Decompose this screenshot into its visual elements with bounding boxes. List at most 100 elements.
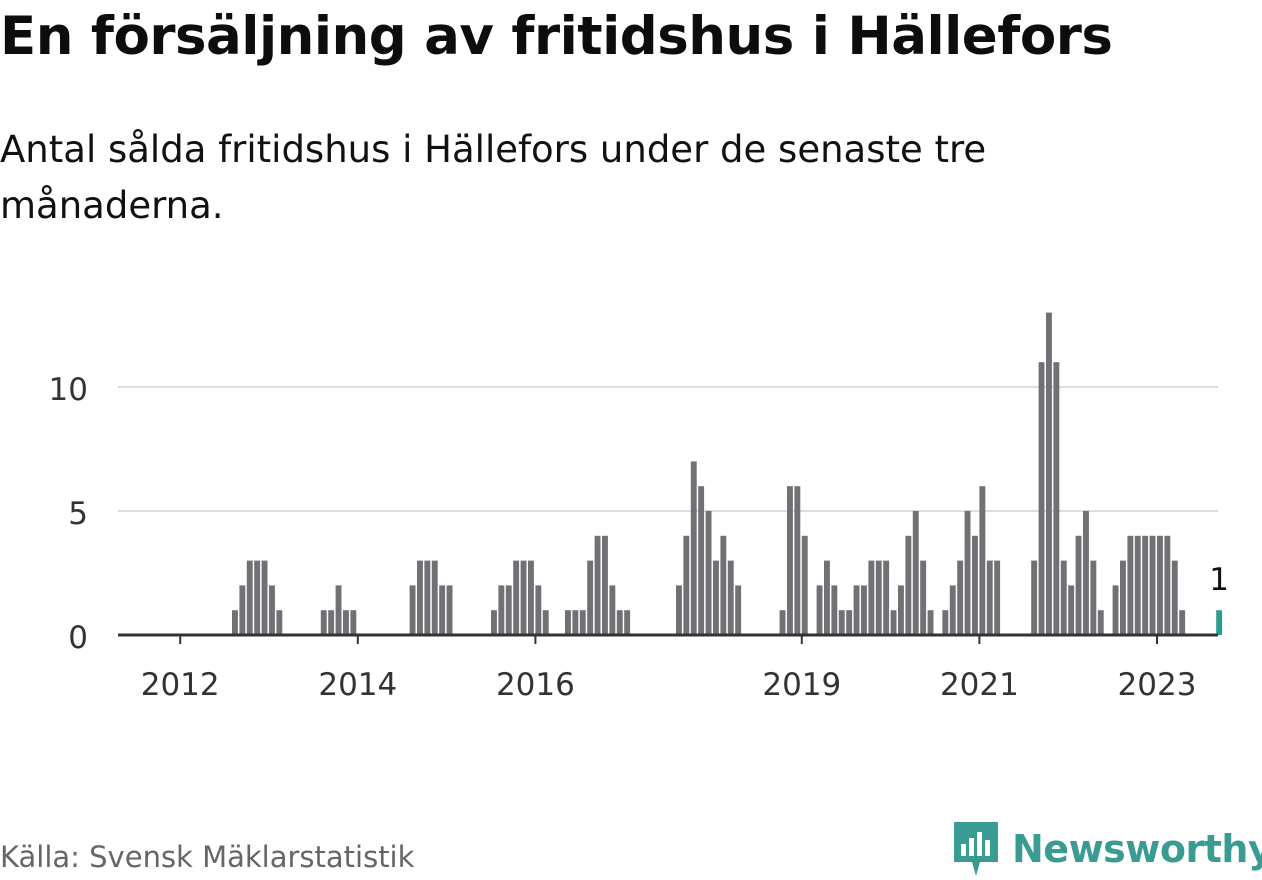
- bar: [883, 560, 890, 635]
- bar: [824, 560, 830, 635]
- bar: [1046, 312, 1052, 635]
- bar: [949, 585, 956, 635]
- bar: [491, 610, 497, 635]
- bar: [602, 535, 608, 635]
- bar: [779, 610, 786, 635]
- bar: [942, 610, 949, 635]
- bar: [594, 535, 601, 635]
- bar: [350, 610, 357, 635]
- bar: [1134, 535, 1141, 635]
- y-tick-label: 5: [68, 496, 88, 532]
- highlight-data-label: 1: [1209, 562, 1229, 598]
- bar: [579, 610, 586, 635]
- bar: [320, 610, 327, 635]
- bar: [424, 560, 431, 635]
- bar: [1075, 535, 1082, 635]
- source-note: Källa: Svensk Mäklarstatistik: [0, 840, 415, 874]
- bar: [705, 511, 712, 635]
- bar: [239, 585, 246, 635]
- bar: [831, 585, 838, 635]
- y-tick-label: 0: [68, 620, 88, 656]
- bar: [439, 585, 446, 635]
- x-tick-label: 2019: [762, 667, 841, 703]
- bar: [1142, 535, 1149, 635]
- chart-subtitle: Antal sålda fritidshus i Hällefors under…: [0, 128, 987, 227]
- bar: [964, 511, 971, 635]
- bar: [868, 560, 875, 635]
- bar: [720, 535, 727, 635]
- x-tick-label: 2023: [1118, 667, 1197, 703]
- bar: [587, 560, 594, 635]
- bar: [565, 610, 571, 635]
- bar: [898, 585, 904, 635]
- brand-name: Newsworthy: [1012, 827, 1262, 871]
- bar: [1164, 535, 1171, 635]
- bar: [816, 585, 823, 635]
- bar: [328, 610, 335, 635]
- bar: [1120, 560, 1126, 635]
- bar: [335, 585, 342, 635]
- bar: [1083, 511, 1089, 635]
- newsworthy-logo-icon: [954, 822, 998, 876]
- bar: [794, 486, 801, 635]
- bar: [431, 560, 438, 635]
- bar: [513, 560, 520, 635]
- bar: [861, 585, 867, 635]
- bar: [690, 461, 697, 635]
- bar: [542, 610, 549, 635]
- bar: [232, 610, 238, 635]
- bar: [624, 610, 631, 635]
- bar: [676, 585, 682, 635]
- x-tick-label: 2016: [496, 667, 575, 703]
- bar: [246, 560, 253, 635]
- bar: [994, 560, 1001, 635]
- bar: [1127, 535, 1134, 635]
- bar: [1097, 610, 1104, 635]
- bar: [1149, 535, 1156, 635]
- bar: [609, 585, 616, 635]
- bar: [269, 585, 275, 635]
- bar: [261, 560, 268, 635]
- bar: [409, 585, 416, 635]
- bar: [417, 560, 423, 635]
- x-tick-label: 2014: [318, 667, 397, 703]
- bar: [683, 535, 690, 635]
- bar: [713, 560, 719, 635]
- bar: [727, 560, 734, 635]
- bar: [853, 585, 860, 635]
- x-tick-label: 2012: [141, 667, 220, 703]
- bar: [520, 560, 527, 635]
- y-tick-label: 10: [49, 372, 88, 408]
- bar: [254, 560, 261, 635]
- chart-title: En försäljning av fritidshus i Hällefors: [0, 6, 1113, 67]
- bar: [972, 535, 978, 635]
- bar: [890, 610, 897, 635]
- bar: [1179, 610, 1186, 635]
- bar: [1090, 560, 1097, 635]
- bar: [498, 585, 505, 635]
- bar: [528, 560, 534, 635]
- bar: [957, 560, 964, 635]
- bar: [1112, 585, 1119, 635]
- bar: [1038, 362, 1045, 635]
- bar: [698, 486, 705, 635]
- bar: [875, 560, 882, 635]
- bar: [343, 610, 349, 635]
- bar: [1031, 560, 1038, 635]
- bar: [801, 535, 808, 635]
- bar: [735, 585, 742, 635]
- newsworthy-logo: Newsworthy: [950, 818, 1262, 880]
- bar: [787, 486, 793, 635]
- bar: [979, 486, 986, 635]
- bar: [1157, 535, 1163, 635]
- bar: [838, 610, 845, 635]
- bar: [1060, 560, 1067, 635]
- bar: [1068, 585, 1075, 635]
- bar-chart: 0 5 10 1 2012 2014 2016 2019 2021 2023: [49, 312, 1229, 703]
- bar: [905, 535, 912, 635]
- bar: [1171, 560, 1178, 635]
- bar: [446, 585, 453, 635]
- bar: [1053, 362, 1060, 635]
- bar: [505, 585, 512, 635]
- highlight-bar: [1216, 610, 1223, 635]
